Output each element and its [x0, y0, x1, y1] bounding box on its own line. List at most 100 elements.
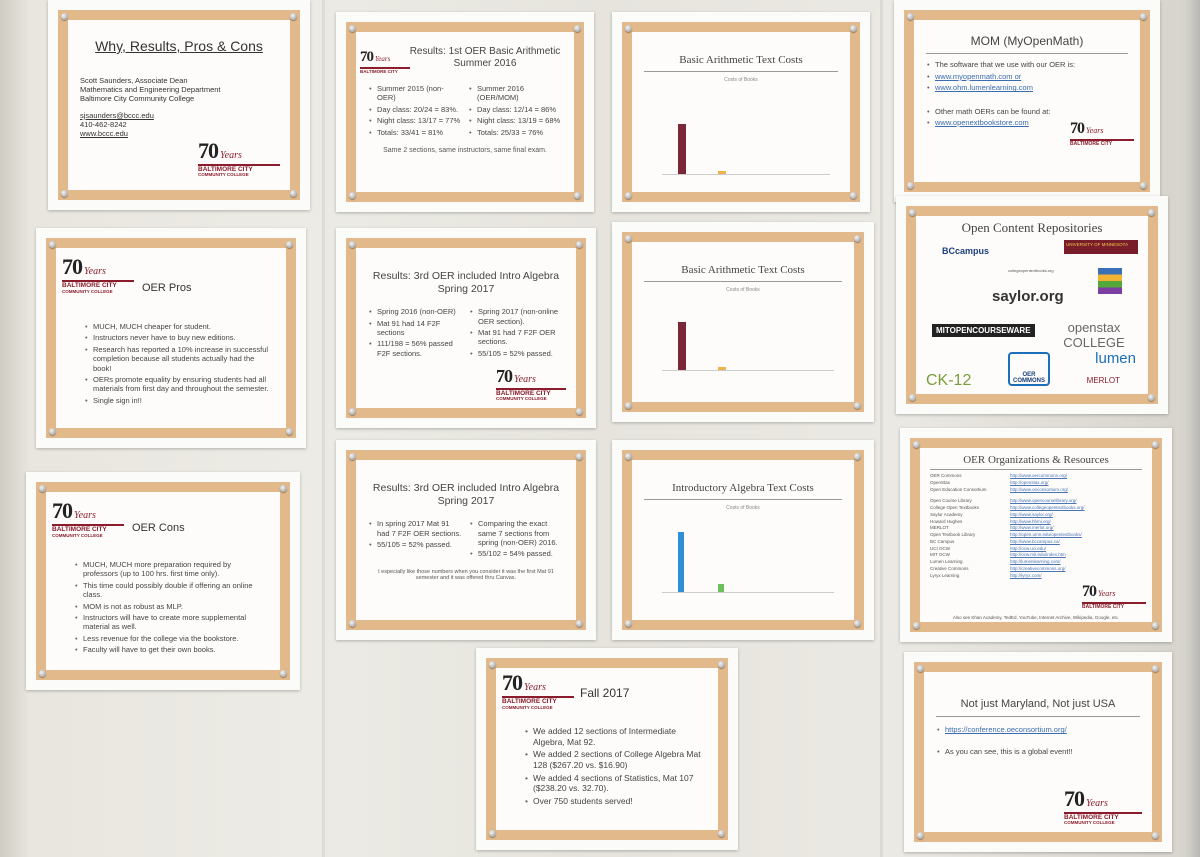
results1-title: Results: 1st OER Basic Arithmetic Summer… [409, 46, 561, 69]
org-row: Saylor Academy http://www.saylor.org/ [930, 512, 1142, 519]
bccc-logo: 70 Years BALTIMORE CITY COMMUNITY COLLEGE [62, 256, 134, 294]
results1-footer: Same 2 sections, same instructors, same … [383, 146, 547, 154]
org-link[interactable]: http://www.bccampus.ca/ [1010, 538, 1060, 544]
bat2-title: Basic Arithmetic Text Costs [681, 264, 805, 276]
iat-sub: Costs of Books [726, 505, 760, 511]
repo-stack-icon [1098, 268, 1122, 294]
why-phone: 410-462-8242 [80, 120, 127, 129]
repos-title: Open Content Repositories [961, 220, 1103, 235]
org-name: College Open Textbooks [930, 505, 979, 510]
cons-item-4: Less revenue for the college via the boo… [74, 634, 268, 644]
bccc-logo: 70 Years BALTIMORE CITY [1070, 120, 1134, 147]
org-link[interactable]: http://lyryx.com/ [1010, 572, 1042, 578]
results1-left-0: Summer 2015 (non- OER) [368, 84, 462, 103]
org-name: BC Campus [930, 538, 955, 544]
results3a-right-1: Mat 91 had 7 F2F OER sections. [469, 328, 564, 347]
org-link[interactable]: http://creativecommons.org/ [1010, 565, 1066, 571]
results3a-left-1: Mat 91 had 14 F2F sections [368, 319, 463, 338]
repo-oercommons: OER COMMONS [1008, 352, 1050, 386]
bat1-card: Basic Arithmetic Text Costs Costs of Boo… [612, 12, 870, 212]
repo-mit: MITOPENCOURSEWARE [932, 324, 1035, 337]
results3b-title: Results: 3rd OER included Intro Algebra … [372, 482, 560, 507]
results3b-card: Results: 3rd OER included Intro Algebra … [336, 440, 596, 640]
org-name: Open Textbook Library [930, 532, 976, 537]
bat2-sub: Costs of Books [726, 287, 760, 293]
notjust-note: As you can see, this is a global event!! [936, 747, 1140, 757]
org-name: OpenStax [930, 479, 951, 485]
cons-item-5: Faculty will have to get their own books… [74, 645, 268, 655]
results1-left-2: Night class: 13/17 = 77% [368, 116, 462, 126]
org-link[interactable]: http://www.oeconsortium.org/ [1010, 486, 1069, 492]
results1-left-3: Totals: 33/41 = 81% [368, 128, 462, 138]
why-line-1: Scott Saunders, Associate Dean [80, 76, 188, 85]
org-name: UCI OCW [930, 545, 950, 551]
org-link[interactable]: http://ocw.uci.edu/ [1010, 545, 1047, 551]
results3a-title: Results: 3rd OER included Intro Algebra … [372, 270, 560, 295]
org-link[interactable]: http://www.opencourselibrary.org/ [1010, 498, 1077, 504]
org-link[interactable]: http://openstax.org/ [1010, 479, 1049, 485]
repo-bccampus: BCcampus [942, 246, 990, 256]
fall-item-3: Over 750 students served! [524, 796, 706, 807]
cons-item-1: This time could possibly double if offer… [74, 581, 268, 600]
results3a-left-2: 111/198 = 56% passed F2F sections. [368, 339, 463, 358]
pros-item-2: Research has reported a 10% increase in … [84, 345, 274, 373]
iat-title: Introductory Algebra Text Costs [672, 482, 814, 494]
why-email[interactable]: sjsaunders@bccc.edu [80, 111, 154, 120]
pros-item-3: OERs promote equality by ensuring studen… [84, 375, 274, 394]
mom-card: MOM (MyOpenMath) The software that we us… [894, 0, 1160, 202]
org-row: BC Campus http://www.bccampus.ca/ [930, 539, 1142, 546]
bccc-logo: 70 Years BALTIMORE CITY COMMUNITY COLLEGE [198, 139, 280, 178]
bat2-bar-1 [678, 322, 686, 370]
mom-link-2[interactable]: www.ohm.lumenlearning.com [926, 83, 1128, 93]
results1-card: 70 Years BALTIMORE CITY Results: 1st OER … [336, 12, 594, 212]
bccc-logo: 70 Years BALTIMORE CITY COMMUNITY COLLEGE [502, 672, 574, 710]
bccc-logo: 70 Years BALTIMORE CITY [1082, 583, 1146, 610]
iat-card: Introductory Algebra Text Costs Costs of… [612, 440, 874, 640]
org-link[interactable]: http://lumenlearning.com/ [1010, 559, 1061, 564]
results3a-left-0: Spring 2016 (non-OER) [368, 307, 463, 317]
org-row: Open Course Library http://www.opencourse… [930, 498, 1142, 505]
results3b-footer: I especially like those numbers when you… [378, 568, 554, 581]
results3b-left-1: 55/105 = 52% passed. [368, 540, 463, 550]
results3b-right-1: 55/102 = 54% passed. [469, 549, 564, 559]
org-name: Open Education Consortium [930, 486, 987, 492]
repos-card: Open Content Repositories BCcampus colle… [896, 196, 1168, 414]
mom-title: MOM (MyOpenMath) [970, 34, 1084, 48]
notjust-link[interactable]: https://conference.oeconsortium.org/ [936, 725, 1140, 735]
cons-item-2: MOM is not as robust as MLP. [74, 602, 268, 612]
mom-link-1[interactable]: www.myopenmath.com or [926, 72, 1128, 82]
cons-item-0: MUCH, MUCH more preparation required by … [74, 560, 268, 579]
org-link[interactable]: http://www.collegeopentextbooks.org/ [1010, 505, 1085, 510]
bccc-logo: 70 Years BALTIMORE CITY COMMUNITY COLLEGE [52, 500, 124, 538]
org-link[interactable]: http://open.umn.edu/opentextbooks/ [1010, 532, 1082, 537]
orgs-list: OER Commons http://www.oercommons.org/Ope… [930, 473, 1142, 579]
repo-cot: collegeopentextbooks.org [1008, 268, 1054, 273]
repo-saylor: saylor.org [992, 288, 1064, 305]
results3b-left-0: In spring 2017 Mat 91 had 7 F2F OER sect… [368, 519, 463, 538]
pros-item-0: MUCH, MUCH cheaper for student. [84, 322, 274, 332]
results1-right-0: Summer 2016 (OER/MOM) [468, 84, 562, 103]
results3a-right-2: 55/105 = 52% passed. [469, 349, 564, 359]
org-row: OpenStax http://openstax.org/ [930, 480, 1142, 487]
bat1-bar-2 [718, 171, 726, 174]
why-line-3: Baltimore City Community College [80, 94, 195, 103]
bccc-logo: 70 Years BALTIMORE CITY [360, 48, 410, 75]
org-row: Creative Commons http://creativecommons.o… [930, 566, 1142, 573]
bat2-bar-2 [718, 367, 726, 370]
results1-right-3: Totals: 25/33 = 76% [468, 128, 562, 138]
org-link[interactable]: http://www.hhmi.org/ [1010, 518, 1051, 524]
org-name: Open Course Library [930, 498, 972, 504]
org-link[interactable]: http://ocw.mit.edu/index.htm [1010, 552, 1066, 558]
org-row: UCI OCW http://ocw.uci.edu/ [930, 546, 1142, 553]
org-name: Saylor Academy [930, 511, 963, 517]
why-web[interactable]: www.bccc.edu [80, 129, 128, 138]
org-link[interactable]: http://www.merlot.org/ [1010, 525, 1054, 531]
org-link[interactable]: http://www.oercommons.org/ [1010, 473, 1068, 478]
mom-link-4[interactable]: www.openextbookstore.com [926, 118, 1128, 128]
repo-lumen: lumen [1095, 350, 1136, 367]
repo-ck12: CK-12 [926, 372, 972, 389]
org-link[interactable]: http://www.saylor.org/ [1010, 511, 1053, 517]
org-row: MERLOT http://www.merlot.org/ [930, 525, 1142, 532]
cons-item-3: Instructors will have to create more sup… [74, 613, 268, 632]
repo-openstax: openstax COLLEGE [1063, 320, 1125, 350]
